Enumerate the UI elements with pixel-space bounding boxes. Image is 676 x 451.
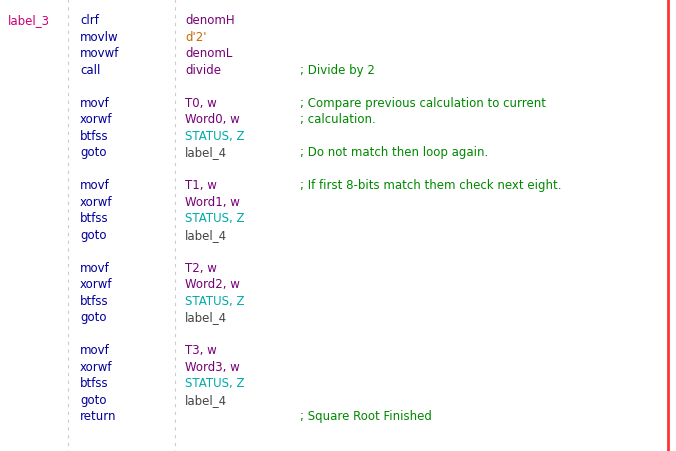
Text: T2, w: T2, w — [185, 261, 217, 274]
Text: label_4: label_4 — [185, 311, 227, 324]
Text: movf: movf — [80, 179, 110, 192]
Text: divide: divide — [185, 64, 221, 77]
Text: movf: movf — [80, 97, 110, 110]
Text: label_4: label_4 — [185, 393, 227, 406]
Text: Word1, w: Word1, w — [185, 195, 240, 208]
Text: btfss: btfss — [80, 294, 109, 307]
Text: xorwf: xorwf — [80, 195, 112, 208]
Text: goto: goto — [80, 311, 107, 324]
Text: btfss: btfss — [80, 212, 109, 225]
Text: STATUS, Z: STATUS, Z — [185, 377, 245, 390]
Text: label_3: label_3 — [8, 14, 50, 28]
Text: xorwf: xorwf — [80, 113, 112, 126]
Text: STATUS, Z: STATUS, Z — [185, 212, 245, 225]
Text: xorwf: xorwf — [80, 278, 112, 291]
Text: clrf: clrf — [80, 14, 99, 28]
Text: xorwf: xorwf — [80, 360, 112, 373]
Text: Word0, w: Word0, w — [185, 113, 240, 126]
Text: d'2': d'2' — [185, 31, 206, 44]
Text: ; calculation.: ; calculation. — [300, 113, 376, 126]
Text: return: return — [80, 410, 116, 423]
Text: movf: movf — [80, 261, 110, 274]
Text: ; Compare previous calculation to current: ; Compare previous calculation to curren… — [300, 97, 546, 110]
Text: call: call — [80, 64, 100, 77]
Text: ; Divide by 2: ; Divide by 2 — [300, 64, 375, 77]
Text: goto: goto — [80, 228, 107, 241]
Text: T1, w: T1, w — [185, 179, 217, 192]
Text: ; Do not match then loop again.: ; Do not match then loop again. — [300, 146, 488, 159]
Text: goto: goto — [80, 393, 107, 406]
Text: movwf: movwf — [80, 47, 120, 60]
Text: goto: goto — [80, 146, 107, 159]
Text: denomL: denomL — [185, 47, 233, 60]
Text: label_4: label_4 — [185, 146, 227, 159]
Text: STATUS, Z: STATUS, Z — [185, 129, 245, 143]
Text: movf: movf — [80, 344, 110, 357]
Text: btfss: btfss — [80, 377, 109, 390]
Text: movlw: movlw — [80, 31, 118, 44]
Text: STATUS, Z: STATUS, Z — [185, 294, 245, 307]
Text: ; If first 8-bits match them check next eight.: ; If first 8-bits match them check next … — [300, 179, 562, 192]
Text: btfss: btfss — [80, 129, 109, 143]
Text: denomH: denomH — [185, 14, 235, 28]
Text: Word2, w: Word2, w — [185, 278, 240, 291]
Text: T0, w: T0, w — [185, 97, 217, 110]
Text: ; Square Root Finished: ; Square Root Finished — [300, 410, 432, 423]
Text: label_4: label_4 — [185, 228, 227, 241]
Text: Word3, w: Word3, w — [185, 360, 240, 373]
Text: T3, w: T3, w — [185, 344, 217, 357]
